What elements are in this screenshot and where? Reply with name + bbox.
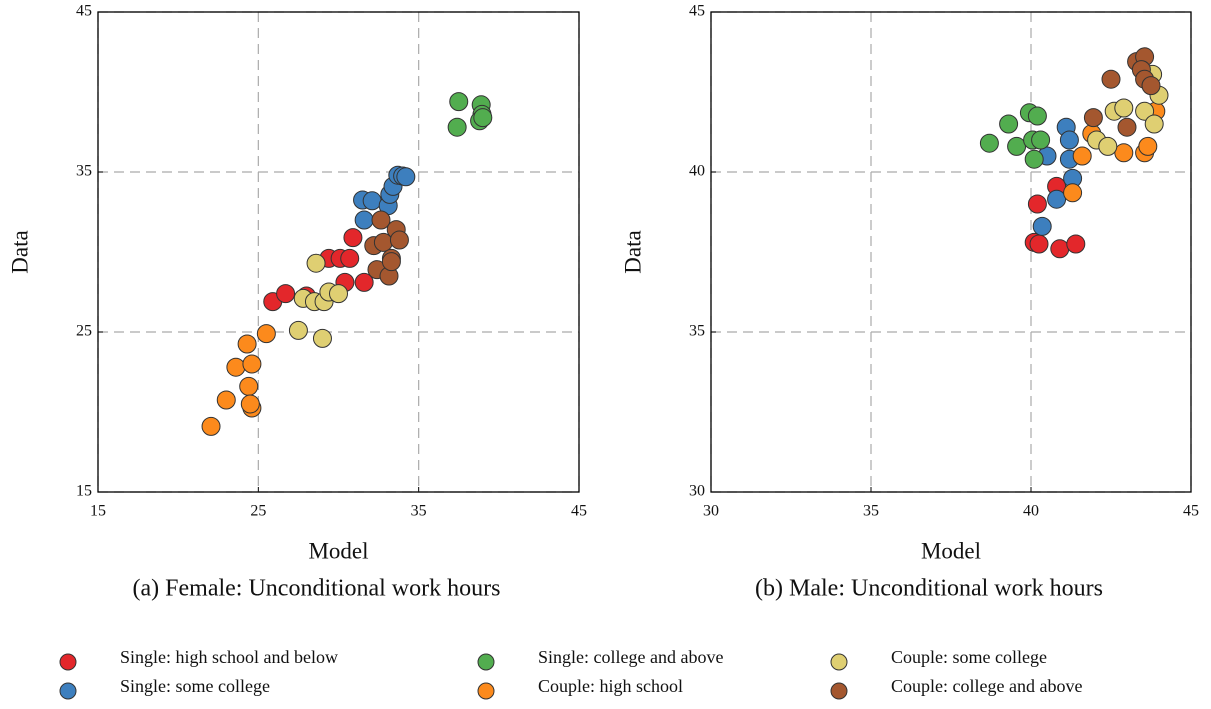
scatter-point	[276, 284, 296, 304]
legend-label: Couple: some college	[891, 647, 1047, 667]
y-tick-label: 30	[689, 483, 705, 500]
scatter-point	[1083, 108, 1103, 128]
scatter-point	[239, 376, 259, 396]
scatter-point	[389, 230, 409, 250]
scatter-point	[340, 248, 360, 268]
panel: 15 25 35 45 15 25 35 45 Model Data (a) Female: Unc…	[7, 3, 587, 602]
x-tick-label: 30	[703, 503, 719, 520]
scatter-point	[288, 320, 308, 340]
scatter-point	[1032, 216, 1052, 236]
legend-marker	[59, 653, 77, 671]
scatter-point	[1114, 98, 1134, 118]
scatter-point	[1007, 136, 1027, 156]
x-tick-label: 35	[863, 503, 879, 520]
y-tick-label: 40	[689, 163, 705, 180]
plot-frame	[710, 11, 1192, 493]
legend-marker	[830, 682, 848, 700]
x-axis-label: Model	[308, 538, 368, 563]
y-axis-label: Data	[7, 230, 32, 273]
scatter-point	[343, 228, 363, 248]
plot-frame	[97, 11, 580, 493]
scatter-point	[1098, 136, 1118, 156]
y-tick-label: 35	[76, 163, 92, 180]
legend-marker	[830, 653, 848, 671]
scatter-point	[201, 416, 221, 436]
panel-caption: (a) Female: Unconditional work hours	[133, 576, 501, 602]
scatter-point	[354, 210, 374, 230]
legend-label: Single: college and above	[538, 647, 723, 667]
legend-label: Couple: college and above	[891, 676, 1082, 696]
x-tick-label: 45	[571, 503, 587, 520]
scatter-point	[1114, 143, 1134, 163]
scatter-point	[1138, 136, 1158, 156]
legend-label: Couple: high school	[538, 676, 683, 696]
scatter-point	[329, 284, 348, 304]
legend: Single: high school and below Single: som…	[59, 647, 1082, 700]
scatter-point	[371, 210, 391, 230]
panel: 30 35 40 45 30 35 40 45 Model Data (b) Male: Uncon…	[620, 3, 1199, 602]
scatter-point	[240, 394, 260, 414]
scatter-point	[999, 114, 1019, 134]
y-tick-label: 35	[689, 323, 705, 340]
scatter-point	[396, 167, 416, 187]
scatter-point	[1141, 76, 1161, 96]
scatter-point	[1117, 117, 1137, 137]
x-tick-label: 40	[1023, 503, 1039, 520]
legend-label: Single: some college	[120, 676, 270, 696]
legend-marker	[477, 682, 495, 700]
y-tick-label: 45	[689, 3, 705, 20]
scatter-point	[1101, 69, 1121, 89]
x-tick-label: 45	[1183, 503, 1199, 520]
scatter-point	[979, 133, 999, 153]
scatter-point	[373, 232, 393, 252]
y-tick-label: 15	[76, 483, 92, 500]
x-axis-label: Model	[921, 538, 981, 563]
scatter-point	[354, 272, 374, 292]
scatter-point	[226, 357, 246, 377]
scatter-point	[1059, 130, 1079, 150]
scatter-point	[447, 117, 467, 137]
scatter-point	[1144, 114, 1164, 134]
scatter-point	[1047, 189, 1067, 209]
scatter-point	[312, 328, 332, 348]
x-tick-label: 15	[90, 503, 106, 520]
scatter-point	[306, 253, 326, 273]
legend-marker	[59, 682, 77, 700]
scatter-point	[1066, 234, 1086, 254]
x-tick-label: 25	[250, 503, 266, 520]
scatter-point	[362, 191, 382, 211]
scatter-point	[1031, 130, 1051, 150]
scatter-point	[1029, 234, 1049, 254]
scatter-point	[237, 334, 257, 354]
scatter-point	[1027, 194, 1047, 214]
y-axis-label: Data	[620, 230, 645, 273]
legend-marker	[477, 653, 495, 671]
scatter-point	[473, 108, 493, 128]
scatter-point	[1027, 106, 1047, 126]
scatter-point	[242, 354, 262, 374]
panel-caption: (b) Male: Unconditional work hours	[755, 576, 1103, 602]
y-tick-label: 45	[76, 3, 92, 20]
scatter-point	[381, 252, 401, 272]
scatter-point	[256, 324, 276, 344]
y-tick-label: 25	[76, 323, 92, 340]
scatter-point	[1135, 101, 1155, 121]
legend-label: Single: high school and below	[120, 647, 338, 667]
x-tick-label: 35	[411, 503, 427, 520]
scatter-point	[1072, 146, 1092, 166]
scatter-point	[449, 92, 469, 112]
scatter-point	[1063, 183, 1083, 203]
scatter-point	[1050, 239, 1070, 259]
scatter-point	[216, 390, 236, 410]
scatter-point	[1024, 149, 1044, 169]
